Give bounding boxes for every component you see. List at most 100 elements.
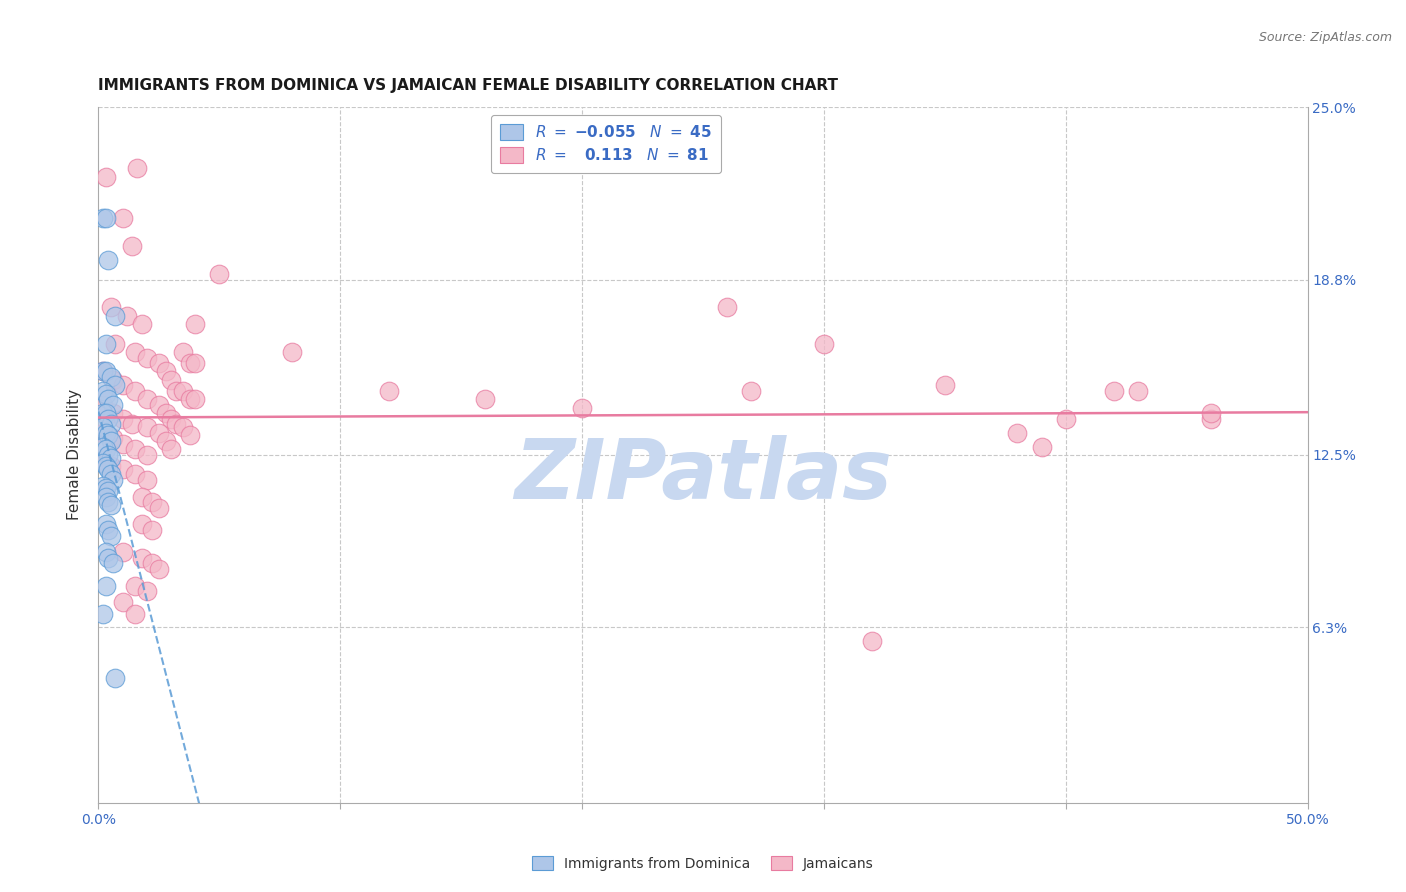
Point: [111, 211, 134, 226]
Point: [172, 345, 194, 359]
Point: [571, 401, 593, 415]
Point: [127, 161, 149, 176]
Point: [179, 392, 201, 407]
Point: [155, 364, 177, 378]
Point: [100, 301, 122, 315]
Point: [860, 634, 883, 648]
Point: [97, 484, 120, 499]
Point: [94, 336, 117, 351]
Point: [377, 384, 399, 398]
Point: [94, 481, 117, 495]
Point: [100, 458, 122, 473]
Text: IMMIGRANTS FROM DOMINICA VS JAMAICAN FEMALE DISABILITY CORRELATION CHART: IMMIGRANTS FROM DOMINICA VS JAMAICAN FEM…: [98, 78, 838, 94]
Point: [934, 378, 956, 392]
Point: [104, 336, 127, 351]
Point: [97, 411, 120, 425]
Point: [172, 384, 194, 398]
Point: [160, 411, 183, 425]
Point: [97, 428, 120, 442]
Point: [91, 456, 114, 470]
Point: [1102, 384, 1125, 398]
Point: [94, 442, 117, 457]
Point: [184, 392, 207, 407]
Point: [124, 579, 146, 593]
Point: [91, 453, 114, 467]
Point: [124, 467, 146, 482]
Point: [91, 440, 114, 454]
Point: [135, 351, 157, 365]
Point: [131, 317, 153, 331]
Point: [155, 434, 177, 448]
Point: [124, 607, 146, 621]
Point: [91, 398, 114, 412]
Point: [91, 478, 114, 492]
Point: [97, 448, 120, 462]
Point: [91, 211, 114, 226]
Point: [94, 517, 117, 532]
Point: [97, 523, 120, 537]
Point: [124, 345, 146, 359]
Point: [101, 373, 124, 387]
Point: [135, 473, 157, 487]
Point: [124, 442, 146, 457]
Point: [91, 364, 114, 378]
Point: [91, 364, 114, 378]
Point: [111, 545, 134, 559]
Point: [104, 671, 127, 685]
Point: [184, 356, 207, 370]
Point: [104, 309, 127, 323]
Point: [1031, 440, 1053, 454]
Point: [94, 364, 117, 378]
Point: [97, 253, 120, 268]
Point: [135, 584, 157, 599]
Point: [111, 378, 134, 392]
Point: [148, 398, 170, 412]
Point: [97, 462, 120, 476]
Point: [94, 579, 117, 593]
Point: [135, 420, 157, 434]
Point: [111, 595, 134, 609]
Point: [1199, 411, 1222, 425]
Point: [121, 239, 143, 253]
Point: [165, 417, 187, 432]
Point: [141, 557, 163, 571]
Point: [100, 450, 122, 465]
Point: [94, 211, 117, 226]
Point: [148, 356, 170, 370]
Point: [716, 301, 738, 315]
Point: [94, 406, 117, 420]
Point: [101, 406, 124, 420]
Point: [141, 523, 163, 537]
Point: [91, 384, 114, 398]
Point: [117, 309, 139, 323]
Point: [101, 557, 124, 571]
Point: [94, 386, 117, 401]
Y-axis label: Female Disability: Female Disability: [67, 389, 83, 521]
Point: [100, 417, 122, 432]
Point: [131, 517, 153, 532]
Point: [91, 420, 114, 434]
Point: [474, 392, 496, 407]
Point: [135, 392, 157, 407]
Point: [148, 500, 170, 515]
Point: [100, 434, 122, 448]
Point: [131, 490, 153, 504]
Point: [100, 467, 122, 482]
Text: ZIPatlas: ZIPatlas: [515, 435, 891, 516]
Point: [91, 406, 114, 420]
Point: [1007, 425, 1029, 440]
Point: [281, 345, 304, 359]
Point: [121, 417, 143, 432]
Point: [131, 550, 153, 565]
Point: [104, 378, 127, 392]
Point: [148, 425, 170, 440]
Point: [111, 411, 134, 425]
Point: [94, 458, 117, 473]
Point: [101, 473, 124, 487]
Point: [1199, 406, 1222, 420]
Point: [179, 356, 201, 370]
Point: [111, 462, 134, 476]
Point: [160, 373, 183, 387]
Point: [100, 370, 122, 384]
Point: [813, 336, 835, 351]
